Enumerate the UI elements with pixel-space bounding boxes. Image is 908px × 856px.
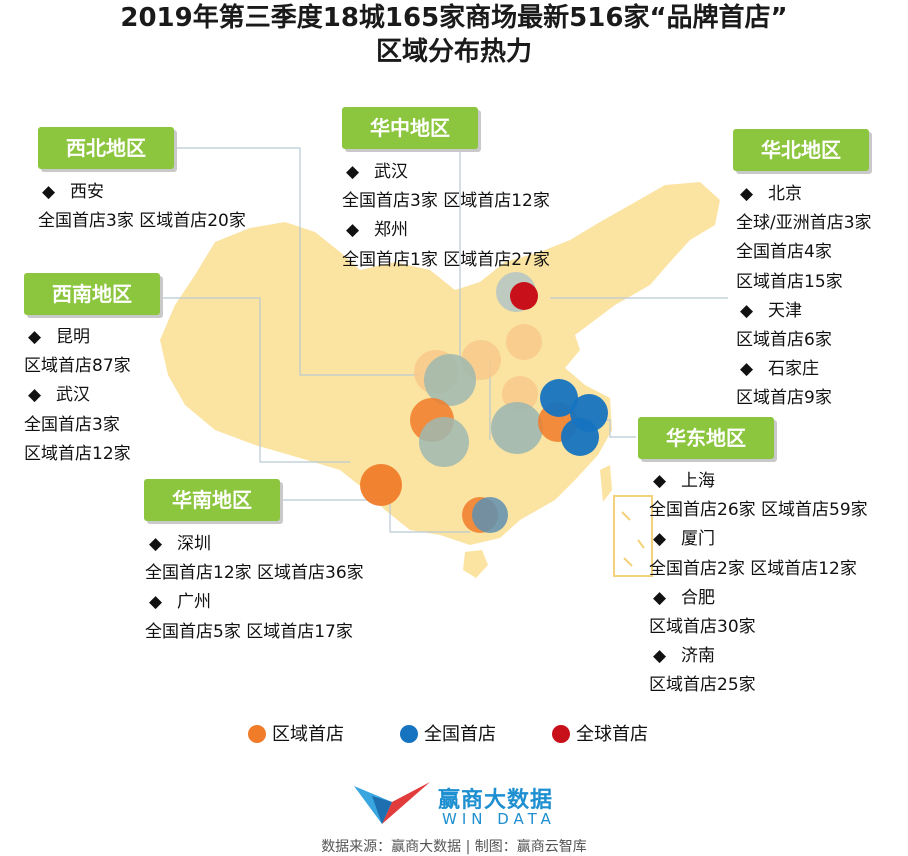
legend-dot-regional xyxy=(248,725,266,743)
legend-dot-global xyxy=(552,725,570,743)
logo-sub: WIN DATA xyxy=(442,810,556,828)
heat-circles xyxy=(360,272,608,533)
legend-item-regional: 区域首店 xyxy=(248,722,344,748)
text-north: ◆ 北京 全球/亚洲首店3家 全国首店4家 区域首店15家 ◆ 天津 区域首店6家 … xyxy=(736,184,872,409)
tag-north: 华北地区 xyxy=(733,129,869,171)
legend: 区域首店 全国首店 全球首店 xyxy=(0,722,908,750)
text-central: ◆ 武汉 全国首店3家 区域首店12家 ◆ 郑州 全国首店1家 区域首店27家 xyxy=(342,162,550,270)
footer-source: 数据来源：赢商大数据 | 制图：赢商云智库 xyxy=(321,839,587,855)
tag-east: 华东地区 xyxy=(638,417,774,459)
legend-dot-national xyxy=(400,725,418,743)
tag-northwest: 西北地区 xyxy=(38,127,174,169)
bubble-shenzhen-national xyxy=(472,497,508,533)
text-southwest: ◆ 昆明 区域首店87家 ◆ 武汉 全国首店3家 区域首店12家 xyxy=(24,327,131,464)
tag-south: 华南地区 xyxy=(144,479,280,521)
windata-logo-icon xyxy=(354,782,430,824)
hainan-island xyxy=(463,550,488,578)
text-south: ◆ 深圳 全国首店12家 区域首店36家 ◆ 广州 全国首店5家 区域首店17家 xyxy=(145,534,364,642)
bubble-jinan-regional xyxy=(506,324,542,360)
bubble-chongqing-national xyxy=(419,417,469,467)
bubble-wuhan-national xyxy=(491,402,543,454)
bubble-xian-national xyxy=(424,354,476,406)
tag-southwest: 西南地区 xyxy=(24,273,160,315)
text-northwest: ◆ 西安 全国首店3家 区域首店20家 xyxy=(38,182,246,232)
text-east: ◆ 上海 全国首店26家 区域首店59家 ◆ 厦门 全国首店2家 区域首店12家 ◆… xyxy=(649,471,868,696)
legend-item-national: 全国首店 xyxy=(400,722,496,748)
tag-central: 华中地区 xyxy=(342,107,478,149)
legend-item-global: 全球首店 xyxy=(552,722,648,748)
bubble-nanjing-national xyxy=(540,379,578,417)
logo-name: 赢商大数据 xyxy=(438,788,554,813)
bubble-hangzhou-national xyxy=(561,418,599,456)
bubble-beijing-global xyxy=(510,282,538,310)
bubble-kunming-regional xyxy=(360,464,402,506)
taiwan-island xyxy=(600,465,612,502)
title-line-1: 2019年第三季度18城165家商场最新516家“品牌首店” xyxy=(120,3,788,33)
south-sea-inset xyxy=(613,495,653,577)
title-line-2: 区域分布热力 xyxy=(375,37,532,67)
